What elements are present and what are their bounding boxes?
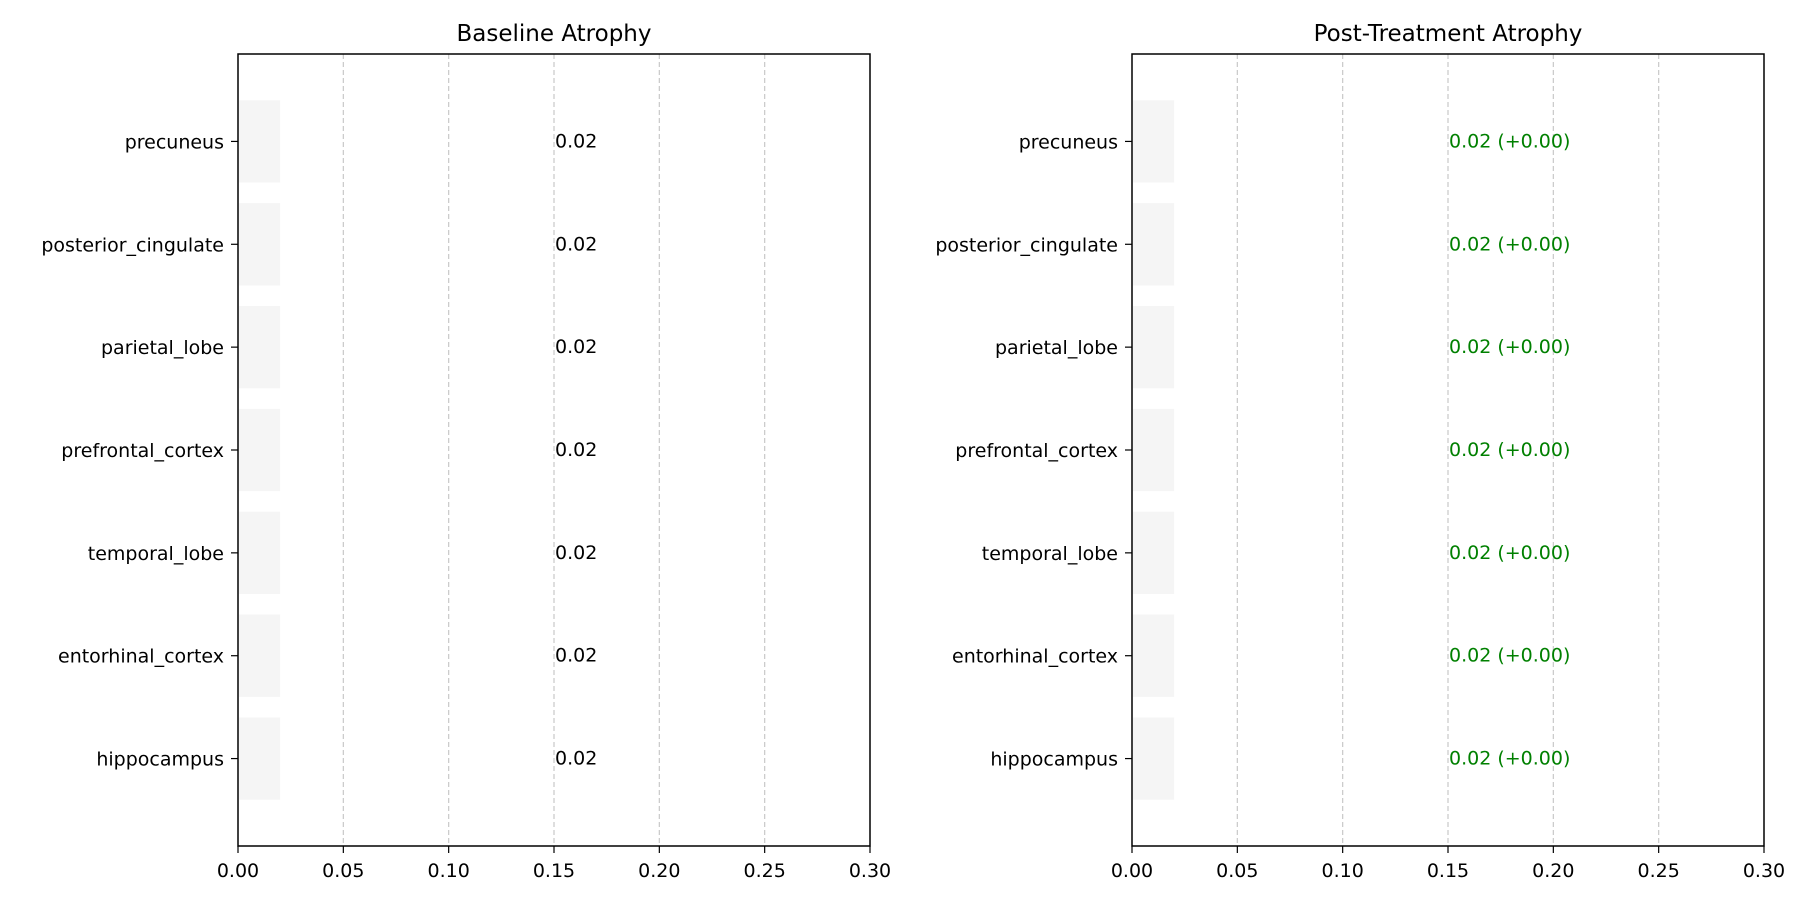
bar <box>239 306 281 389</box>
bar <box>1133 100 1175 183</box>
x-tick-label: 0.25 <box>744 860 786 882</box>
data-label: 0.02 <box>555 233 597 255</box>
data-label: 0.02 (+0.00) <box>1449 542 1570 564</box>
data-label: 0.02 (+0.00) <box>1449 233 1570 255</box>
data-label: 0.02 <box>555 439 597 461</box>
x-tick-label: 0.20 <box>1532 860 1574 882</box>
data-label: 0.02 <box>555 542 597 564</box>
bar <box>1133 717 1175 800</box>
x-tick-label: 0.20 <box>638 860 680 882</box>
y-tick-label: prefrontal_cortex <box>61 440 224 462</box>
y-tick-label: posterior_cingulate <box>935 234 1118 256</box>
chart-panel: 0.02 0.02 0.02 0.02 0.02 0.02 0.02 precuneus pos… <box>41 21 891 882</box>
bar <box>1133 511 1175 594</box>
y-tick-label: prefrontal_cortex <box>955 440 1118 462</box>
x-tick-label: 0.10 <box>428 860 470 882</box>
y-tick-label: precuneus <box>1019 131 1118 153</box>
x-tick-label: 0.25 <box>1638 860 1680 882</box>
x-tick-label: 0.00 <box>1111 860 1153 882</box>
data-label: 0.02 (+0.00) <box>1449 130 1570 152</box>
x-tick-label: 0.30 <box>849 860 891 882</box>
bar <box>1133 614 1175 697</box>
y-tick-label: entorhinal_cortex <box>952 646 1118 668</box>
data-label: 0.02 (+0.00) <box>1449 439 1570 461</box>
bar <box>239 100 281 183</box>
chart-title: Post-Treatment Atrophy <box>1314 21 1583 47</box>
x-tick-label: 0.30 <box>1743 860 1785 882</box>
bar <box>1133 408 1175 492</box>
data-label: 0.02 (+0.00) <box>1449 748 1570 770</box>
data-label: 0.02 <box>555 130 597 152</box>
bar <box>239 511 281 594</box>
y-tick-label: posterior_cingulate <box>41 234 224 256</box>
x-tick-label: 0.10 <box>1322 860 1364 882</box>
x-tick-label: 0.05 <box>1216 860 1258 882</box>
y-tick-label: parietal_lobe <box>995 337 1118 359</box>
y-tick-label: precuneus <box>125 131 224 153</box>
data-label: 0.02 (+0.00) <box>1449 645 1570 667</box>
x-tick-label: 0.15 <box>533 860 575 882</box>
bar <box>239 408 281 492</box>
x-tick-label: 0.05 <box>322 860 364 882</box>
y-tick-label: temporal_lobe <box>982 543 1118 565</box>
y-tick-label: hippocampus <box>990 749 1118 771</box>
bar <box>1133 203 1175 286</box>
chart-title: Baseline Atrophy <box>457 21 652 47</box>
y-tick-label: hippocampus <box>96 749 224 771</box>
bar <box>239 203 281 286</box>
y-tick-label: entorhinal_cortex <box>58 646 224 668</box>
bar <box>1133 306 1175 389</box>
data-label: 0.02 (+0.00) <box>1449 336 1570 358</box>
data-label: 0.02 <box>555 645 597 667</box>
bar <box>239 614 281 697</box>
x-tick-label: 0.00 <box>217 860 259 882</box>
x-tick-label: 0.15 <box>1427 860 1469 882</box>
bar <box>239 717 281 800</box>
chart-panel: 0.02 (+0.00) 0.02 (+0.00) 0.02 (+0.00) 0.02… <box>935 21 1785 882</box>
y-tick-label: temporal_lobe <box>88 543 224 565</box>
y-tick-label: parietal_lobe <box>101 337 224 359</box>
data-label: 0.02 <box>555 336 597 358</box>
data-label: 0.02 <box>555 748 597 770</box>
